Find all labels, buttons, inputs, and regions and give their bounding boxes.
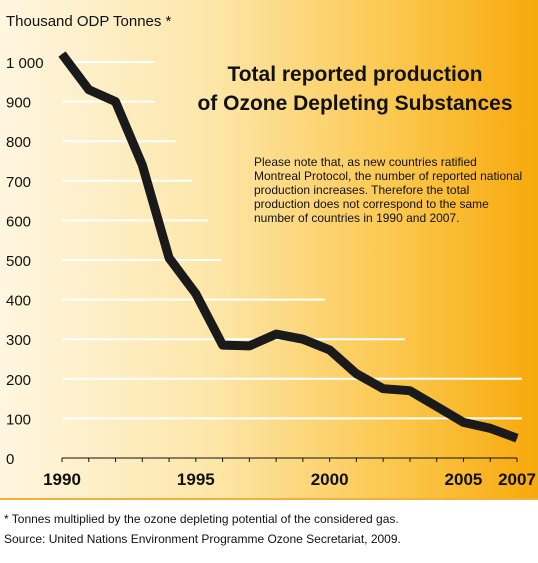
data-point [275,333,277,335]
chart-title: Total reported production of Ozone Deple… [190,60,520,118]
y-tick-label: 200 [6,372,31,389]
data-point [436,406,438,408]
y-tick-label: 700 [6,174,31,191]
source-note: Source: United Nations Environment Progr… [4,532,401,546]
y-tick-label: 500 [6,253,31,270]
data-point [88,89,90,91]
data-point [409,390,411,392]
x-tick-label: 1990 [43,470,81,489]
data-point [115,101,117,103]
data-point [462,421,464,423]
y-tick-label: 100 [6,411,31,428]
y-tick-label: 1 000 [6,55,44,72]
data-point [516,437,518,439]
y-axis-label: Thousand ODP Tonnes * [6,13,172,30]
data-point [168,257,170,259]
chart-note: Please note that, as new countries ratif… [254,155,523,225]
y-tick-label: 300 [6,332,31,349]
chart-title-line-2: of Ozone Depleting Substances [197,92,513,115]
y-tick-labels: 0 100 200 300 400 500 600 700 800 900 1 000 [6,55,44,468]
footnote: * Tonnes multiplied by the ozone depleti… [4,512,399,526]
x-tick-label: 2005 [445,470,483,489]
series-line [58,51,519,443]
data-point [489,427,491,429]
x-tick-labels: 1990 1995 2000 2005 2007 [43,470,536,489]
x-tick-label: 1995 [177,470,215,489]
data-point [382,388,384,390]
data-point [329,349,331,351]
data-point [248,345,250,347]
x-tick-label: 2000 [311,470,349,489]
y-tick-label: 800 [6,134,31,151]
chart-panel-bottom-border [0,498,538,500]
data-point [141,164,143,166]
chart-title-line-1: Total reported production [227,63,483,86]
y-tick-label: 900 [6,95,31,112]
x-tick-label: 2007 [498,470,536,489]
grid-lines [62,61,522,420]
y-tick-label: 0 [6,451,14,468]
y-tick-label: 400 [6,293,31,310]
y-tick-label: 600 [6,213,31,230]
data-point [222,344,224,346]
data-point [195,293,197,295]
data-point [302,338,304,340]
x-axis [61,457,518,462]
series-layer [58,51,519,443]
data-point [61,53,63,55]
data-point [355,373,357,375]
